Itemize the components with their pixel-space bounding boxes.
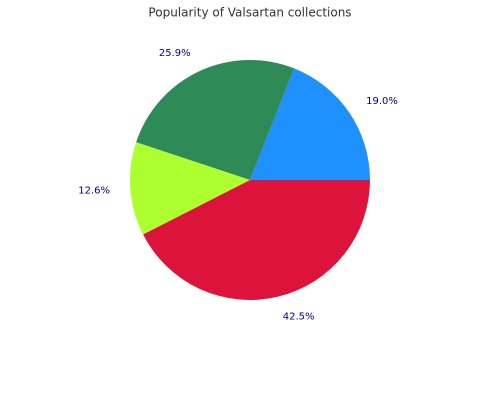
value-label: 19.0% <box>366 96 398 107</box>
value-label: 42.5% <box>283 312 315 323</box>
chart-title: Popularity of Valsartan collections <box>148 6 351 20</box>
value-label: 12.6% <box>78 186 110 197</box>
pie-slice <box>143 180 370 301</box>
pie-slice <box>130 142 250 235</box>
pie-slice <box>250 68 370 180</box>
value-label: 25.9% <box>159 48 191 59</box>
pie-slice <box>136 59 295 180</box>
